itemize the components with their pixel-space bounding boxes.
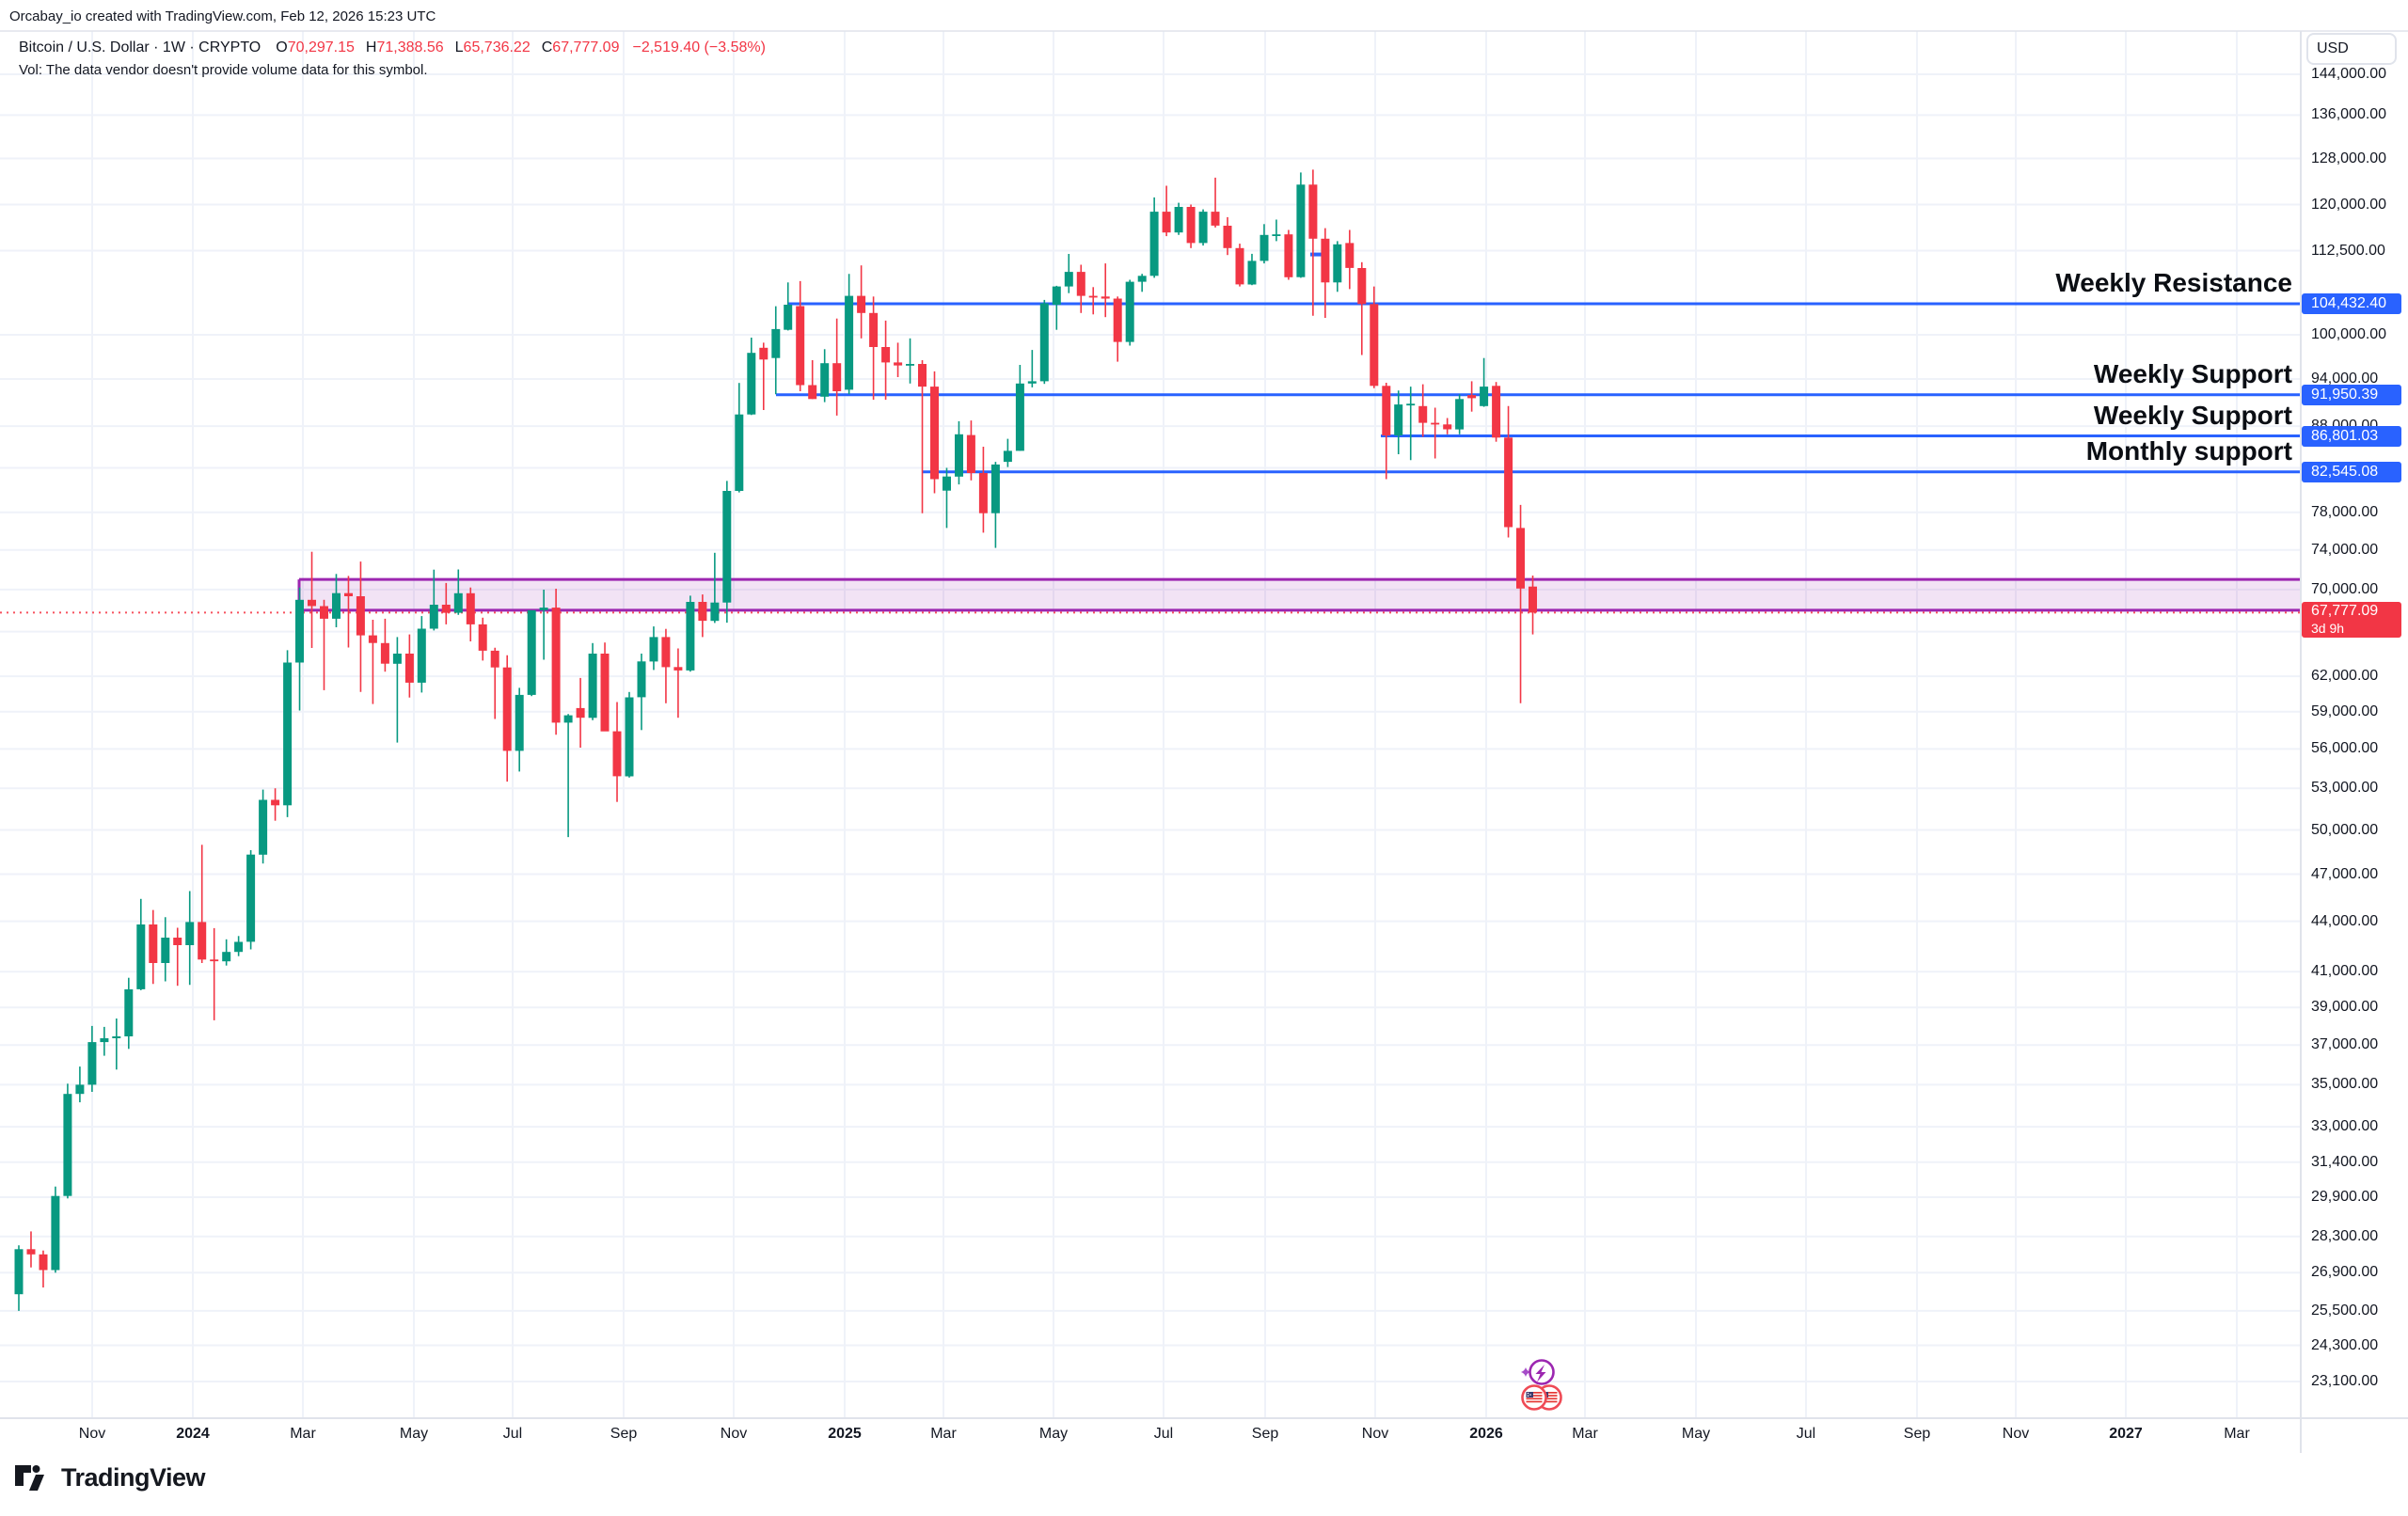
annotation-weekly-support-1[interactable]: Weekly Support	[2093, 358, 2292, 388]
time-tick-label: Sep	[1251, 1426, 1279, 1442]
time-tick-label: Nov	[78, 1426, 106, 1442]
price-tick-label: 26,900.00	[2311, 1264, 2379, 1281]
close-label: C	[541, 39, 553, 55]
us-flag-event-icon	[1521, 1384, 1562, 1411]
open-label: O	[276, 39, 288, 55]
price-tick-label: 144,000.00	[2311, 66, 2387, 82]
time-tick-label: 2027	[2109, 1426, 2143, 1442]
price-tick-label: 47,000.00	[2311, 865, 2379, 882]
low-label: L	[454, 39, 464, 55]
bar-countdown: 3d 9h	[2311, 621, 2345, 637]
annotation-weekly-resistance[interactable]: Weekly Resistance	[2055, 268, 2292, 297]
last-price-value: 67,777.09	[2311, 603, 2379, 620]
price-tick-label: 44,000.00	[2311, 912, 2379, 929]
annotation-weekly-support-2[interactable]: Weekly Support	[2093, 400, 2292, 430]
price-label-weekly-support-2: 86,801.03	[2302, 425, 2401, 447]
price-tick-label: 128,000.00	[2311, 150, 2387, 166]
time-tick-label: 2026	[1469, 1426, 1503, 1442]
time-tick-label: Jul	[1796, 1426, 1816, 1442]
time-tick-label: Sep	[610, 1426, 638, 1442]
price-tick-label: 37,000.00	[2311, 1036, 2379, 1053]
price-label-monthly-support: 82,545.08	[2302, 461, 2401, 482]
candlestick-series	[14, 169, 1537, 1311]
tradingview-logo-icon	[15, 1464, 44, 1491]
price-label-weekly-resistance: 104,432.40	[2302, 293, 2401, 314]
price-tick-label: 50,000.00	[2311, 821, 2379, 838]
price-tick-label: 59,000.00	[2311, 703, 2379, 719]
currency-button[interactable]: USD	[2306, 33, 2397, 65]
attribution-note: Orcabay_io created with TradingView.com,…	[9, 8, 436, 24]
time-tick-label: May	[1681, 1426, 1711, 1442]
time-tick-label: Nov	[2002, 1426, 2030, 1442]
price-tick-label: 25,500.00	[2311, 1302, 2379, 1319]
change-value: −2,519.40 (−3.58%)	[632, 39, 766, 55]
volume-note: Vol: The data vendor doesn't provide vol…	[19, 62, 428, 78]
close-value: 67,777.09	[552, 39, 620, 55]
price-tick-label: 29,900.00	[2311, 1189, 2379, 1205]
time-tick-label: Sep	[1903, 1426, 1931, 1442]
price-tick-label: 62,000.00	[2311, 668, 2379, 685]
price-tick-label: 56,000.00	[2311, 740, 2379, 757]
price-tick-label: 94,000.00	[2311, 371, 2379, 387]
price-tick-label: 35,000.00	[2311, 1076, 2379, 1093]
price-label-weekly-support-1: 91,950.39	[2302, 384, 2401, 405]
annotation-monthly-support[interactable]: Monthly support	[2085, 435, 2292, 466]
price-tick-label: 39,000.00	[2311, 999, 2379, 1016]
price-tick-label: 70,000.00	[2311, 580, 2379, 597]
tradingview-logo[interactable]: TradingView	[15, 1463, 206, 1492]
price-tick-label: 100,000.00	[2311, 326, 2387, 342]
high-value: 71,388.56	[376, 39, 444, 55]
last-price-label: 67,777.09 3d 9h	[2302, 602, 2401, 639]
time-tick-label: 2024	[176, 1426, 210, 1442]
time-tick-label: Mar	[2224, 1426, 2250, 1442]
price-tick-label: 120,000.00	[2311, 196, 2387, 213]
support-zone[interactable]	[297, 577, 2301, 612]
price-tick-label: 28,300.00	[2311, 1227, 2379, 1244]
price-tick-label: 136,000.00	[2311, 106, 2387, 123]
open-value: 70,297.15	[287, 39, 355, 55]
price-tick-label: 33,000.00	[2311, 1118, 2379, 1135]
time-tick-label: Nov	[1361, 1426, 1389, 1442]
price-tick-label: 23,100.00	[2311, 1373, 2379, 1389]
tradingview-logo-text: TradingView	[61, 1463, 206, 1492]
high-label: H	[365, 39, 377, 55]
symbol-legend: Bitcoin / U.S. Dollar · 1W · CRYPTO O70,2…	[19, 39, 766, 56]
economic-event-icons[interactable]	[1521, 1359, 1562, 1411]
price-tick-label: 74,000.00	[2311, 541, 2379, 558]
time-tick-label: Mar	[290, 1426, 316, 1442]
price-tick-label: 112,500.00	[2311, 242, 2385, 259]
low-value: 65,736.22	[463, 39, 531, 55]
price-tick-label: 78,000.00	[2311, 503, 2379, 520]
time-tick-label: Nov	[720, 1426, 748, 1442]
time-tick-label: May	[399, 1426, 429, 1442]
price-tick-label: 31,400.00	[2311, 1153, 2379, 1170]
price-tick-label: 24,300.00	[2311, 1336, 2379, 1353]
price-tick-label: 53,000.00	[2311, 780, 2379, 797]
price-tick-label: 41,000.00	[2311, 963, 2379, 980]
time-tick-label: May	[1038, 1426, 1069, 1442]
time-tick-label: Mar	[1572, 1426, 1598, 1442]
sparkle-icon	[1521, 1367, 1530, 1377]
time-tick-label: Jul	[1153, 1426, 1174, 1442]
symbol-title[interactable]: Bitcoin / U.S. Dollar · 1W · CRYPTO	[19, 39, 261, 55]
time-tick-label: 2025	[828, 1426, 862, 1442]
time-tick-label: Jul	[502, 1426, 523, 1442]
time-tick-label: Mar	[930, 1426, 957, 1442]
